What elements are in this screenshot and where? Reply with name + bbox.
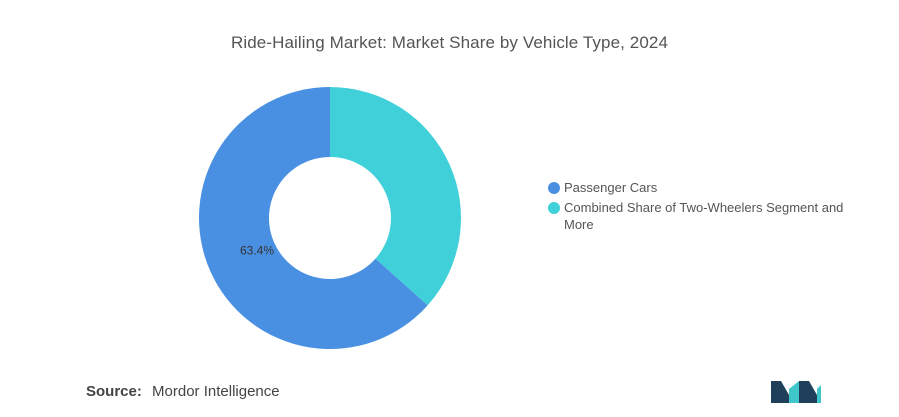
donut-slices (199, 86, 462, 349)
source-note: Source: Mordor Intelligence (86, 383, 280, 400)
donut-slice-0[interactable] (199, 87, 428, 349)
chart-title: Ride-Hailing Market: Market Share by Veh… (230, 33, 668, 52)
legend-item-two-wheelers[interactable]: Combined Share of Two-Wheelers Segment a… (548, 199, 868, 233)
slice-labels: 63.4% (240, 244, 274, 258)
chart-legend: Passenger Cars Combined Share of Two-Whe… (548, 179, 868, 236)
source-prefix: Source: (86, 383, 142, 400)
legend-swatch-passenger-cars (548, 182, 560, 194)
legend-label-two-wheelers: Combined Share of Two-Wheelers Segment a… (564, 200, 844, 232)
legend-swatch-two-wheelers (548, 202, 560, 214)
legend-item-passenger-cars[interactable]: Passenger Cars (548, 179, 868, 196)
slice-label-0: 63.4% (240, 244, 274, 258)
legend-label-passenger-cars: Passenger Cars (564, 180, 658, 195)
donut-slice-1[interactable] (330, 86, 462, 306)
mordor-intelligence-logo-icon (771, 381, 821, 403)
source-text: Mordor Intelligence (152, 383, 280, 400)
